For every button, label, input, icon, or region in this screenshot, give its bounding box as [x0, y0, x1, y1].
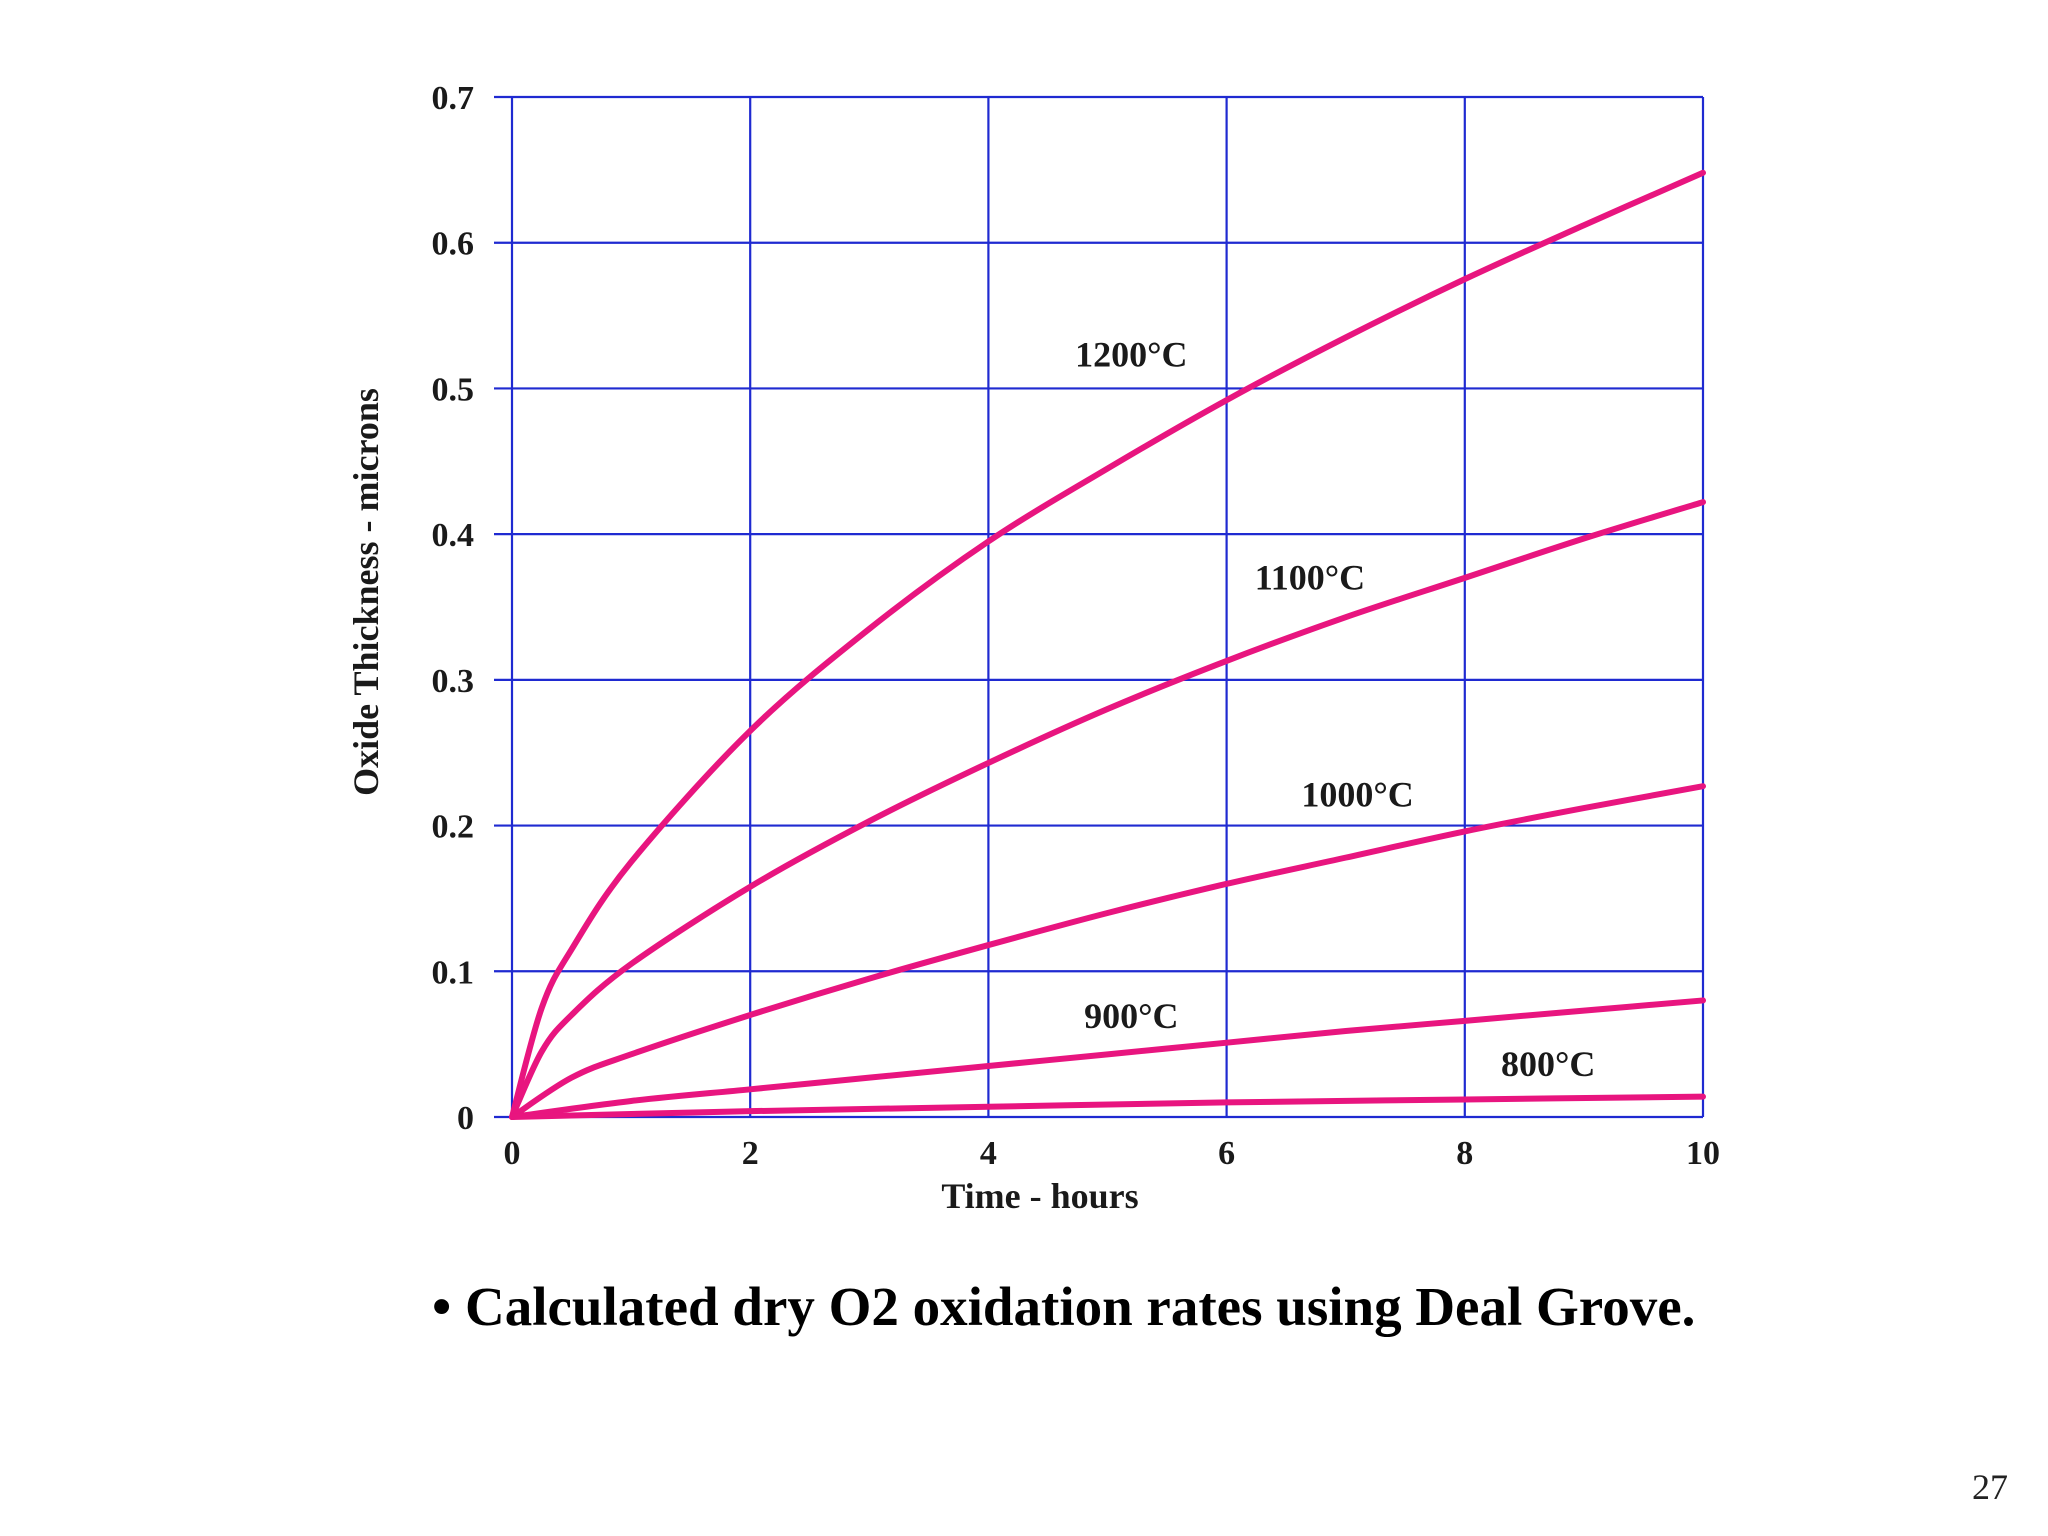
page-number: 27 — [1972, 1467, 2008, 1507]
y-tick-label: 0.2 — [432, 809, 475, 846]
series-line-1200c — [509, 169, 1706, 1120]
series-label-900c: 900°C — [1084, 996, 1178, 1036]
x-tick-label: 10 — [1686, 1135, 1720, 1172]
caption-text: • Calculated dry O2 oxidation rates usin… — [432, 1276, 1696, 1337]
series-line-800c — [509, 1093, 1706, 1120]
series-labels: 1200°C 1100°C 1000°C 900°C 800°C — [1075, 335, 1595, 1085]
series-label-1100c: 1100°C — [1255, 558, 1365, 598]
x-axis-label: Time - hours — [941, 1176, 1138, 1216]
y-tick-label: 0 — [457, 1100, 474, 1137]
oxidation-chart: 0 2 4 6 8 10 0 0.1 0.2 0.3 0.4 0.5 0.6 0.7 1200°C 1100… — [346, 80, 1721, 1216]
series-line-1100c — [509, 499, 1706, 1120]
y-tick-label: 0.3 — [432, 663, 475, 700]
y-tick-label: 0.7 — [432, 80, 475, 117]
y-tick-label: 0.1 — [432, 954, 475, 991]
series-label-1000c: 1000°C — [1301, 775, 1413, 815]
x-tick-label: 8 — [1456, 1135, 1473, 1172]
series-line-900c — [509, 997, 1706, 1120]
series-label-1200c: 1200°C — [1075, 335, 1187, 375]
x-tick-label: 6 — [1218, 1135, 1235, 1172]
series-label-800c: 800°C — [1501, 1044, 1595, 1084]
series-line-1000c — [509, 783, 1706, 1120]
series-lines — [509, 169, 1706, 1120]
x-tick-label: 4 — [980, 1135, 997, 1172]
grid-lines — [494, 95, 1705, 1119]
y-axis-label: Oxide Thickness - microns — [346, 388, 386, 796]
x-tick-label: 0 — [504, 1135, 521, 1172]
x-tick-label: 2 — [742, 1135, 759, 1172]
tick-labels: 0 2 4 6 8 10 0 0.1 0.2 0.3 0.4 0.5 0.6 0.7 — [432, 80, 1721, 1172]
y-tick-label: 0.6 — [432, 226, 475, 263]
y-tick-label: 0.5 — [432, 371, 475, 408]
y-tick-label: 0.4 — [432, 517, 475, 554]
